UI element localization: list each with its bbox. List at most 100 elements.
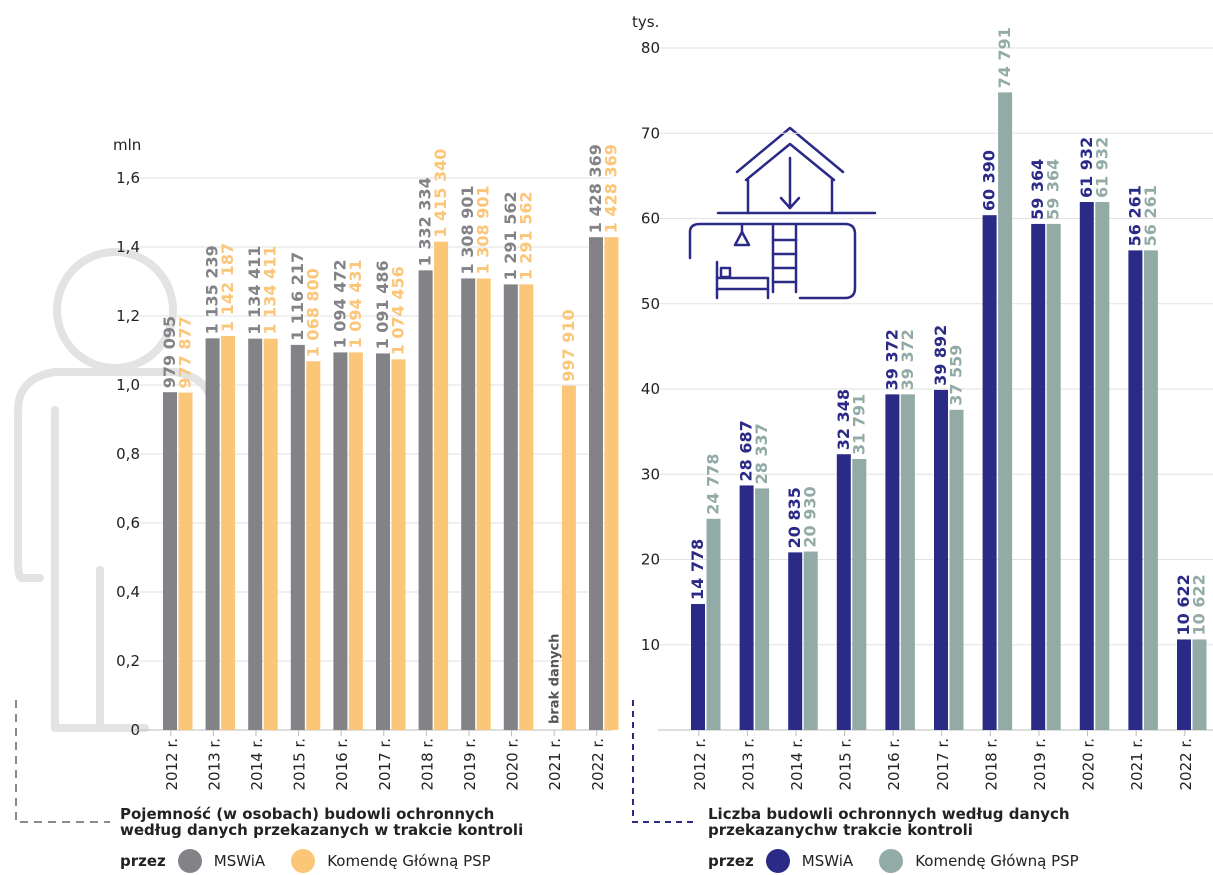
left-bar-psp: [561, 385, 576, 730]
right-caption-line-1: Liczba budowli ochronnych według danych: [708, 805, 1070, 823]
right-bar-mswia: [1177, 639, 1191, 730]
right-chart-caption: Liczba budowli ochronnych według danych …: [708, 806, 1070, 838]
right-bar-psp: [949, 409, 964, 730]
left-caption-line-1: Pojemność (w osobach) budowli ochronnych: [120, 805, 495, 823]
left-chart-caption: Pojemność (w osobach) budowli ochronnych…: [120, 806, 523, 838]
right-data-label-mswia: 20 835: [785, 487, 804, 548]
right-x-tick-label: 2015 r.: [837, 738, 855, 791]
right-bar-psp: [852, 458, 867, 730]
right-x-tick-label: 2013 r.: [739, 738, 757, 791]
right-bar-psp: [900, 394, 915, 730]
left-data-label-psp: 1 308 901: [474, 185, 493, 274]
left-data-label-mswia: 1 094 472: [330, 259, 349, 348]
left-legend: przez MSWiA Komendę Główną PSP: [120, 849, 517, 873]
right-bar-psp: [706, 518, 721, 730]
left-x-tick-label: 2015 r.: [291, 738, 309, 791]
left-x-tick-label: 2018 r.: [418, 738, 436, 791]
left-data-label-psp: 1 068 800: [303, 268, 322, 357]
right-data-label-mswia: 39 892: [931, 325, 950, 386]
right-bar-psp: [1046, 223, 1061, 730]
left-data-label-psp: 1 415 340: [431, 149, 450, 238]
left-bar-psp: [519, 284, 534, 730]
shelter-icon: [688, 126, 877, 300]
left-data-label-mswia: brak danych: [547, 634, 562, 724]
left-bar-psp: [434, 241, 449, 730]
left-x-tick-label: 2014 r.: [248, 738, 266, 791]
right-bar-psp: [755, 488, 770, 730]
right-caption-line-2: przekazanychw trakcie kontroli: [708, 821, 973, 839]
left-data-label-mswia: 1 308 901: [458, 185, 477, 274]
right-x-tick-label: 2020 r.: [1080, 738, 1098, 791]
left-bar-mswia: [589, 237, 603, 730]
right-data-label-mswia: 32 348: [834, 389, 853, 450]
right-x-tick-label: 2017 r.: [934, 738, 952, 791]
right-x-tick-label: 2019 r.: [1031, 738, 1049, 791]
right-bar-mswia: [836, 454, 851, 730]
left-x-tick-label: 2012 r.: [163, 738, 181, 791]
right-unit-label: tys.: [632, 13, 659, 31]
left-data-label-mswia: 1 134 411: [245, 246, 264, 335]
left-y-tick-label: 1,6: [116, 169, 140, 187]
left-y-tick-label: 1,0: [116, 376, 140, 394]
right-bar-psp: [1095, 202, 1110, 731]
right-data-label-psp: 31 791: [849, 394, 868, 455]
left-bar-psp: [221, 335, 236, 730]
right-bar-mswia: [934, 389, 948, 730]
right-data-label-psp: 56 261: [1141, 185, 1160, 246]
left-x-tick-label: 2017 r.: [376, 738, 394, 791]
right-x-tick-label: 2021 r.: [1128, 738, 1146, 791]
left-data-label-psp: 977 877: [176, 316, 195, 388]
left-data-label-mswia: 1 332 334: [416, 177, 435, 266]
person-silhouette-icon: [14, 248, 216, 732]
right-chart: tys. 10 20 30 40 50 60 70 80 2012 r. 14 778 24 778 2…: [632, 13, 1213, 791]
right-bar-mswia: [1031, 223, 1046, 730]
right-bar-mswia: [739, 485, 754, 730]
left-bar-psp: [178, 392, 193, 730]
left-y-tick-label: 0,4: [116, 583, 140, 601]
left-bar-mswia: [418, 270, 433, 730]
right-x-tick-label: 2016 r.: [885, 738, 903, 791]
right-data-label-psp: 37 559: [947, 345, 966, 406]
right-bar-psp: [1192, 639, 1207, 730]
right-data-label-psp: 20 930: [801, 486, 820, 547]
left-data-label-psp: 1 142 187: [218, 243, 237, 332]
left-x-tick-label: 2021 r.: [546, 738, 564, 791]
right-legend-mswia-swatch-icon: [765, 849, 790, 873]
left-y-tick-label: 0,6: [116, 514, 140, 532]
right-x-tick-label: 2022 r.: [1177, 738, 1195, 791]
right-y-tick-label: 30: [641, 465, 660, 483]
right-data-label-psp: 39 372: [898, 329, 917, 390]
left-bar-psp: [604, 237, 619, 730]
right-y-tick-label: 10: [641, 636, 660, 654]
right-y-tick-label: 60: [641, 210, 660, 228]
left-data-label-mswia: 1 116 217: [288, 252, 307, 341]
right-bar-mswia: [1128, 250, 1143, 730]
left-data-label-psp: 997 910: [559, 309, 578, 381]
left-caption-connector: [15, 700, 110, 823]
right-data-label-mswia: 59 364: [1028, 159, 1047, 220]
left-x-tick-label: 2013 r.: [205, 738, 223, 791]
left-bar-psp: [476, 278, 491, 730]
right-bar-mswia: [885, 394, 900, 730]
right-data-label-mswia: 28 687: [737, 420, 756, 481]
right-y-tick-label: 50: [641, 295, 660, 313]
right-legend-psp-swatch-icon: [879, 849, 904, 873]
left-data-label-psp: 1 094 431: [346, 259, 365, 348]
right-x-tick-label: 2014 r.: [788, 738, 806, 791]
right-x-tick-label: 2018 r.: [982, 738, 1000, 791]
left-bar-psp: [263, 338, 278, 730]
right-data-label-mswia: 14 778: [688, 539, 707, 600]
left-y-tick-label: 0,8: [116, 445, 140, 463]
right-bar-mswia: [1079, 202, 1094, 731]
right-bar-psp: [1143, 250, 1158, 730]
left-data-label-mswia: 979 095: [160, 316, 179, 388]
left-bar-mswia: [248, 338, 263, 730]
left-bar-mswia: [163, 392, 177, 730]
right-data-label-mswia: 56 261: [1125, 185, 1144, 246]
right-caption-connector: [632, 700, 695, 823]
left-y-tick-label: 0,2: [116, 652, 140, 670]
right-y-tick-label: 80: [641, 39, 660, 57]
right-data-label-mswia: 39 372: [882, 329, 901, 390]
